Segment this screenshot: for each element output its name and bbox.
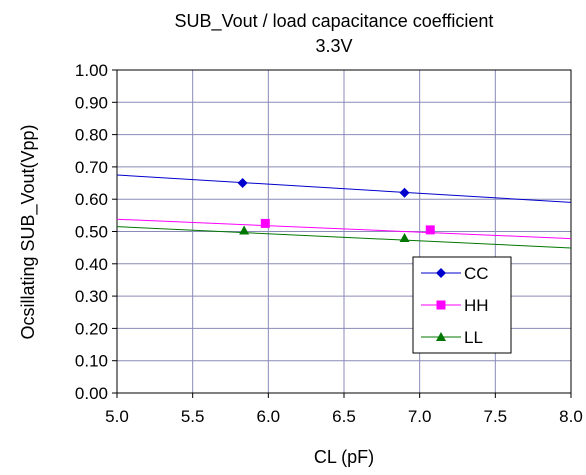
- y-tick-label: 0.60: [75, 190, 108, 209]
- legend-item-cc: CC: [421, 264, 489, 283]
- series-hh-point: [425, 225, 435, 235]
- x-tick-label: 7.0: [408, 407, 432, 426]
- legend-label: LL: [464, 328, 483, 347]
- series-cc-trendline: [116, 174, 572, 203]
- series-cc-point: [399, 187, 410, 198]
- series-ll: [116, 225, 572, 249]
- y-tick-label: 0.10: [75, 352, 108, 371]
- x-tick-label: 5.5: [181, 407, 205, 426]
- legend-marker: [436, 300, 446, 310]
- x-tick-label: 5.0: [105, 407, 129, 426]
- y-tick-label: 0.70: [75, 158, 108, 177]
- series-hh: [116, 218, 572, 240]
- y-tick-label: 0.20: [75, 319, 108, 338]
- x-tick-label: 8.0: [559, 407, 583, 426]
- series-cc: [116, 174, 572, 203]
- y-tick-label: 0.90: [75, 93, 108, 112]
- chart-subtitle: 3.3V: [315, 36, 352, 56]
- y-tick-label: 0.80: [75, 126, 108, 145]
- x-axis-label: CL (pF): [314, 447, 374, 467]
- legend-item-ll: LL: [421, 328, 483, 347]
- y-tick-label: 0.50: [75, 223, 108, 242]
- legend-label: HH: [464, 296, 489, 315]
- grid: [117, 70, 571, 393]
- chart-title: SUB_Vout / load capacitance coefficient: [175, 11, 494, 32]
- x-tick-label: 7.5: [484, 407, 508, 426]
- legend-marker: [436, 268, 446, 278]
- series-hh-point: [260, 218, 270, 228]
- legend-label: CC: [464, 264, 489, 283]
- series-layer: [116, 174, 572, 249]
- y-tick-label: 1.00: [75, 61, 108, 80]
- series-hh-trendline: [116, 218, 572, 240]
- series-ll-trendline: [116, 226, 572, 249]
- x-tick-label: 6.0: [257, 407, 281, 426]
- y-tick-label: 0.30: [75, 287, 108, 306]
- legend: CC HH LL: [412, 256, 512, 354]
- y-tick-label: 0.40: [75, 255, 108, 274]
- legend-item-hh: HH: [421, 296, 489, 315]
- legend-marker: [436, 332, 446, 341]
- x-tick-label: 6.5: [332, 407, 356, 426]
- series-ll-point: [239, 225, 250, 235]
- series-ll-point: [399, 232, 410, 242]
- series-cc-point: [237, 178, 248, 189]
- y-axis-label: Ocsillating SUB_Vout(Vpp): [18, 124, 39, 339]
- axis-ticks: 5.0 5.5 6.0 6.5 7.0 7.5 8.0 0.00 0.10 0.20 0.30 0.4…: [75, 61, 583, 426]
- y-tick-label: 0.00: [75, 384, 108, 403]
